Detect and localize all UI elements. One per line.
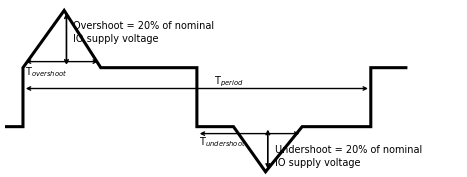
Text: T$_{undershoot}$: T$_{undershoot}$: [199, 135, 247, 149]
Text: Undershoot = 20% of nominal
IO supply voltage: Undershoot = 20% of nominal IO supply vo…: [275, 145, 422, 168]
Text: T$_{overshoot}$: T$_{overshoot}$: [25, 65, 68, 79]
Text: Overshoot = 20% of nominal
IO supply voltage: Overshoot = 20% of nominal IO supply vol…: [73, 21, 214, 44]
Text: T$_{period}$: T$_{period}$: [214, 74, 244, 89]
